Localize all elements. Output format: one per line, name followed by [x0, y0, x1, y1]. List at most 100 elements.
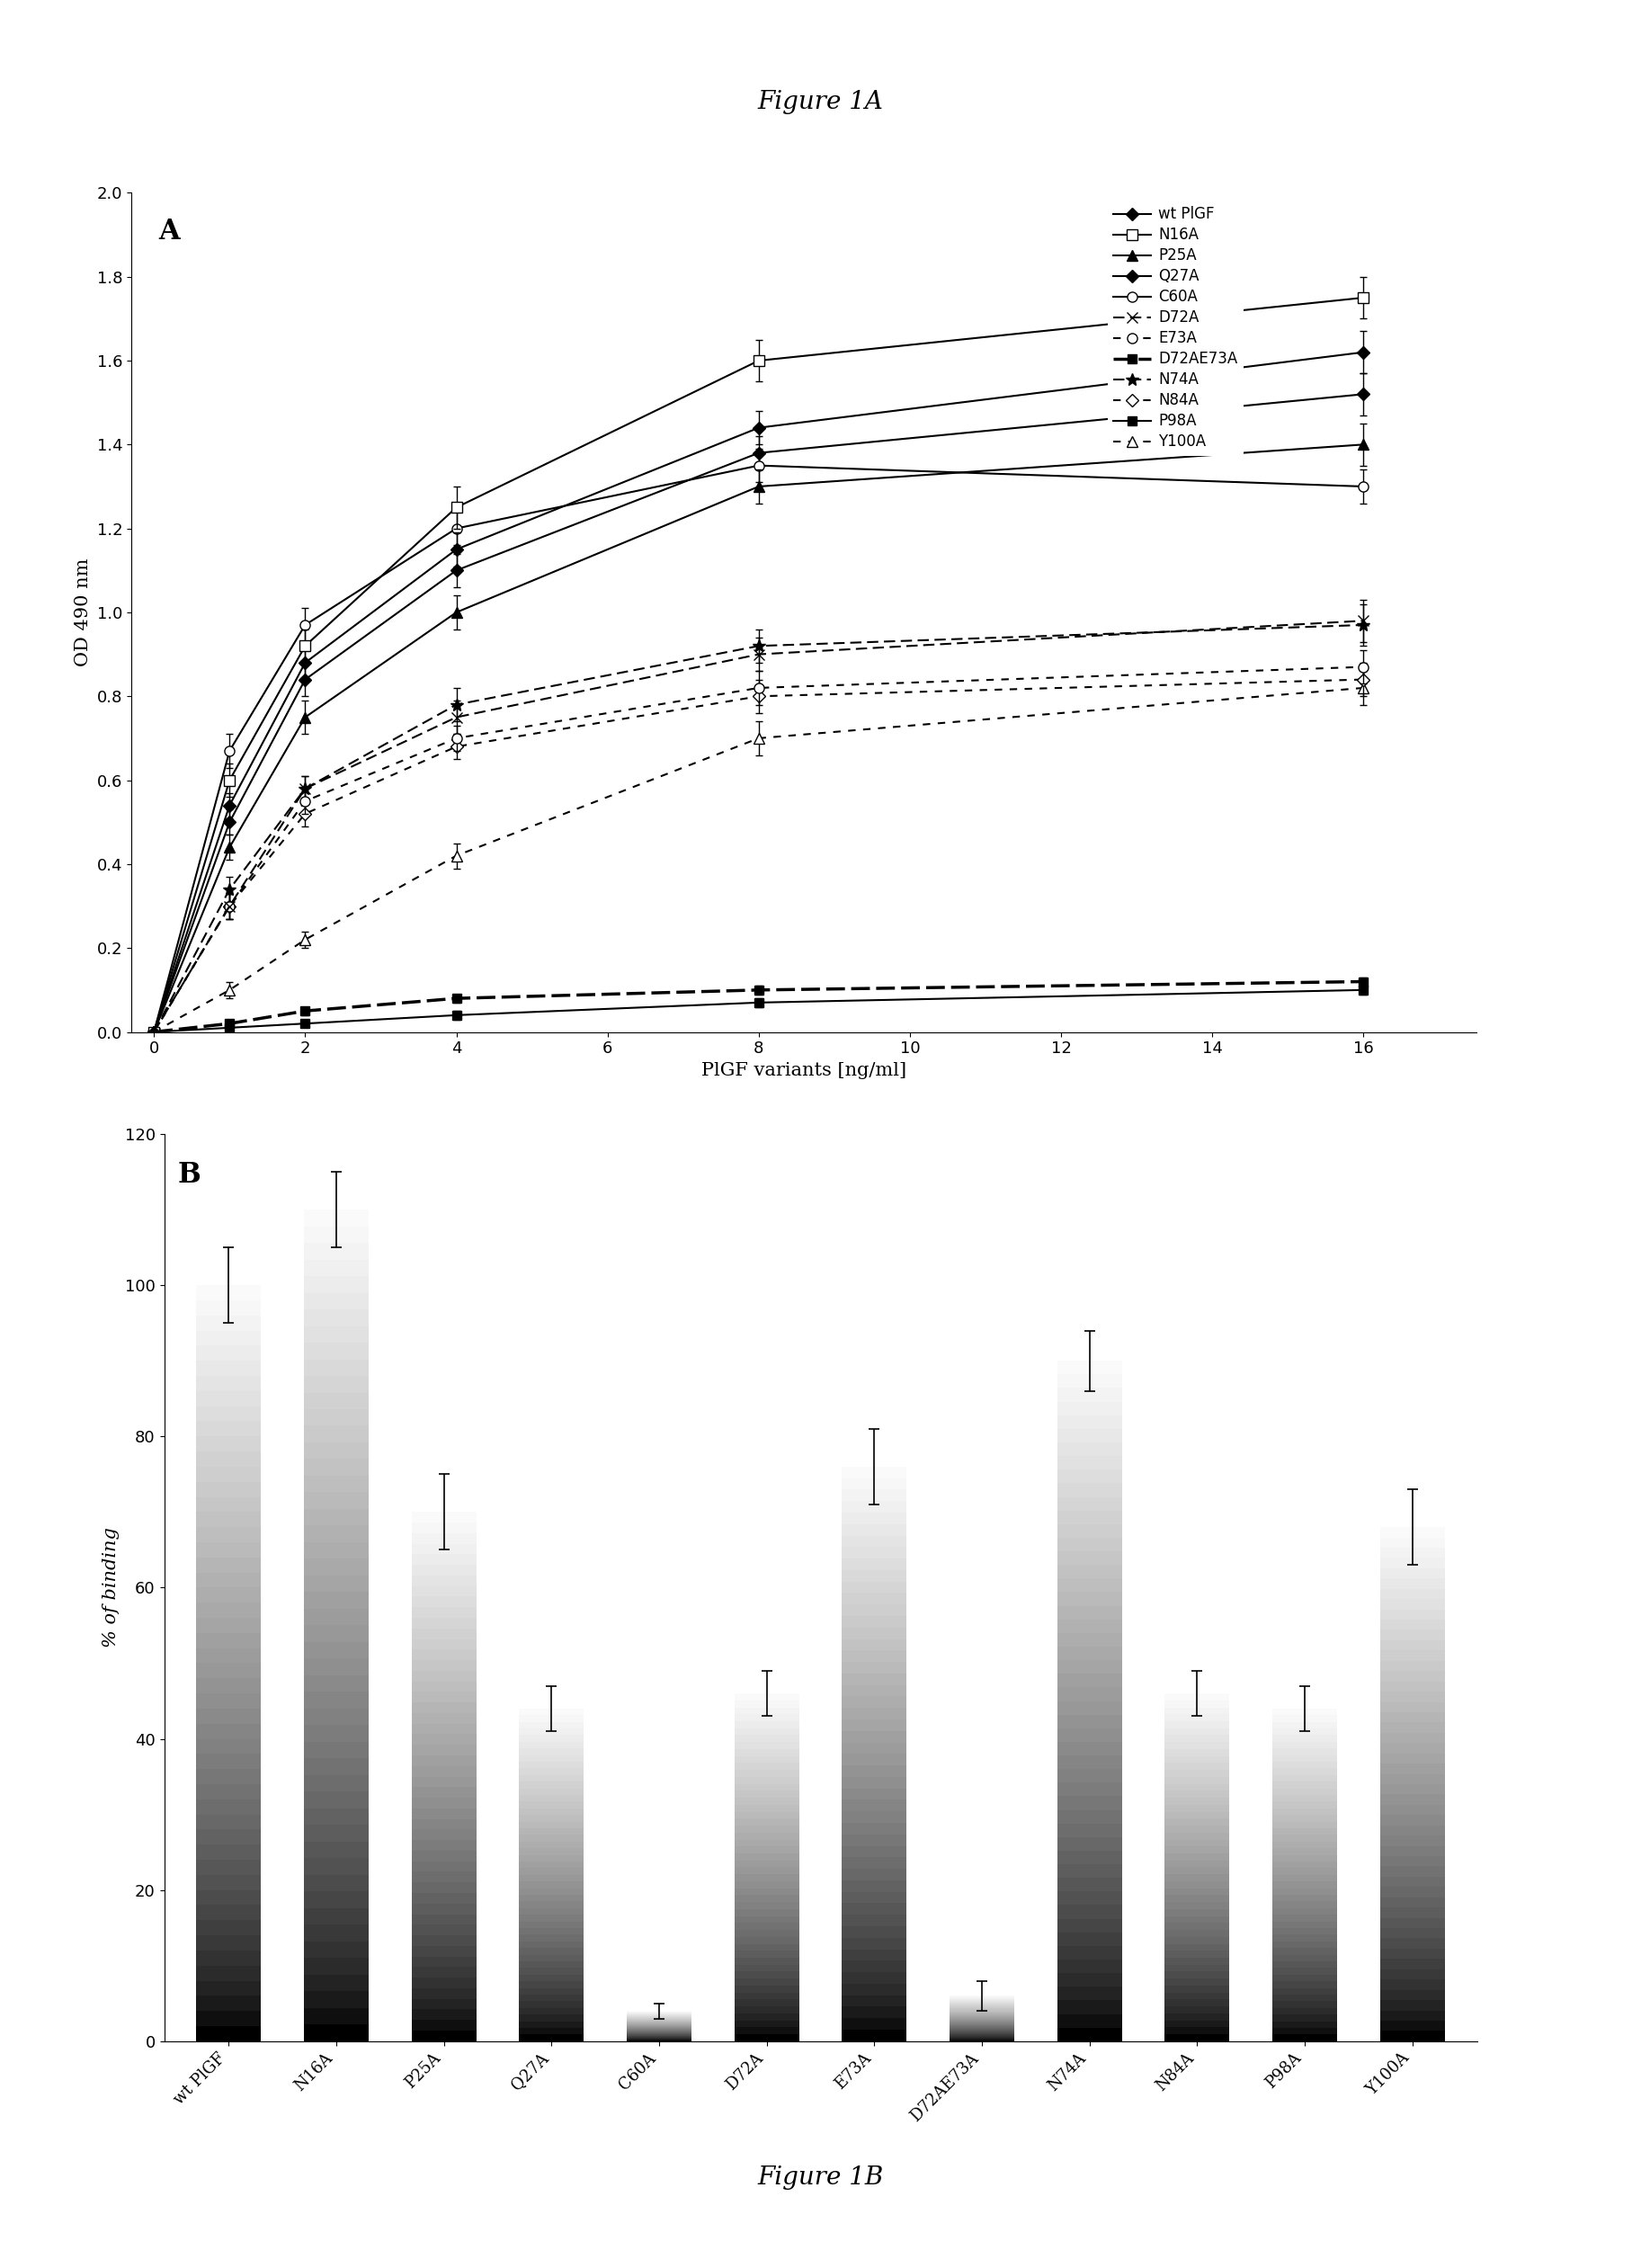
- Bar: [735, 1950, 799, 1957]
- Bar: [1165, 1805, 1229, 1812]
- Bar: [412, 1808, 476, 1819]
- Bar: [519, 1928, 584, 1935]
- Bar: [519, 1715, 584, 1721]
- Bar: [1165, 1742, 1229, 1749]
- Bar: [1057, 1810, 1122, 1823]
- Bar: [412, 1545, 476, 1554]
- Bar: [842, 1535, 906, 1547]
- Bar: [412, 1744, 476, 1755]
- Bar: [1380, 1765, 1444, 1774]
- Bar: [1165, 1708, 1229, 1715]
- Bar: [735, 2021, 799, 2028]
- Bar: [304, 1658, 369, 1676]
- Bar: [197, 1377, 261, 1390]
- Bar: [304, 1408, 369, 1427]
- Bar: [304, 1293, 369, 1309]
- Bar: [412, 1978, 476, 1989]
- Bar: [735, 1833, 799, 1839]
- Bar: [1380, 1526, 1444, 2041]
- Bar: [1380, 1538, 1444, 1547]
- Bar: [197, 2012, 261, 2025]
- Bar: [1380, 1814, 1444, 1826]
- Bar: [1165, 1839, 1229, 1846]
- Bar: [1380, 1980, 1444, 1989]
- Bar: [1165, 2014, 1229, 2021]
- Bar: [304, 1427, 369, 1442]
- Bar: [197, 1315, 261, 1331]
- Bar: [412, 1554, 476, 1565]
- Bar: [1380, 1721, 1444, 1733]
- Bar: [1380, 1590, 1444, 1599]
- Bar: [1272, 1835, 1337, 1842]
- Bar: [519, 1955, 584, 1962]
- Bar: [197, 1286, 261, 2041]
- Bar: [1380, 2000, 1444, 2009]
- Bar: [304, 1393, 369, 1408]
- Bar: [304, 1792, 369, 1808]
- Bar: [412, 1617, 476, 1628]
- Bar: [197, 1966, 261, 1980]
- Bar: [304, 1676, 369, 1692]
- Bar: [1272, 1982, 1337, 1989]
- Bar: [842, 1651, 906, 1662]
- Bar: [1272, 1889, 1337, 1894]
- Bar: [1380, 1774, 1444, 1785]
- Bar: [519, 2021, 584, 2028]
- Bar: [197, 1921, 261, 1935]
- Bar: [1057, 1987, 1122, 2000]
- Bar: [197, 1300, 261, 1315]
- Bar: [412, 1957, 476, 1966]
- Bar: [1057, 1565, 1122, 1579]
- Bar: [735, 1930, 799, 1937]
- Bar: [735, 1984, 799, 1994]
- Bar: [1165, 1994, 1229, 2000]
- Bar: [1165, 2000, 1229, 2007]
- Bar: [1165, 1910, 1229, 1916]
- Bar: [1380, 1846, 1444, 1855]
- Bar: [1380, 1692, 1444, 1701]
- Bar: [519, 1935, 584, 1941]
- Bar: [197, 1497, 261, 1513]
- Bar: [304, 1857, 369, 1876]
- Bar: [1380, 1558, 1444, 1567]
- Bar: [1165, 1792, 1229, 1799]
- Bar: [197, 1708, 261, 1724]
- Bar: [735, 1971, 799, 1978]
- Bar: [1165, 1762, 1229, 1769]
- Bar: [735, 1867, 799, 1873]
- Legend: wt PlGF, N16A, P25A, Q27A, C60A, D72A, E73A, D72AE73A, N74A, N84A, P98A, Y100A: wt PlGF, N16A, P25A, Q27A, C60A, D72A, E…: [1108, 200, 1244, 456]
- Bar: [842, 1984, 906, 1996]
- Bar: [1057, 1633, 1122, 1647]
- Bar: [197, 1436, 261, 1452]
- Bar: [304, 1876, 369, 1892]
- Bar: [412, 1660, 476, 1672]
- Bar: [842, 1479, 906, 1490]
- Bar: [197, 1935, 261, 1950]
- Bar: [1057, 1456, 1122, 1470]
- Bar: [842, 1753, 906, 1765]
- Bar: [1057, 1783, 1122, 1796]
- Bar: [1057, 1592, 1122, 1606]
- Bar: [1380, 2009, 1444, 2021]
- Bar: [1057, 1701, 1122, 1715]
- Bar: [412, 1998, 476, 2009]
- Bar: [1057, 1361, 1122, 2041]
- Bar: [304, 1758, 369, 1776]
- Bar: [412, 1522, 476, 1533]
- Bar: [412, 1851, 476, 1862]
- Bar: [1272, 1749, 1337, 1755]
- Bar: [1165, 1957, 1229, 1964]
- Bar: [304, 1359, 369, 1377]
- Bar: [519, 1708, 584, 1715]
- Bar: [1380, 1898, 1444, 1907]
- Bar: [197, 1542, 261, 1558]
- Bar: [735, 1978, 799, 1984]
- Bar: [735, 1903, 799, 1910]
- Bar: [1272, 2000, 1337, 2007]
- Bar: [735, 1749, 799, 1755]
- Bar: [519, 1808, 584, 1814]
- Bar: [735, 1694, 799, 2041]
- Bar: [1165, 1930, 1229, 1937]
- Bar: [1057, 1660, 1122, 1674]
- Bar: [412, 1839, 476, 1851]
